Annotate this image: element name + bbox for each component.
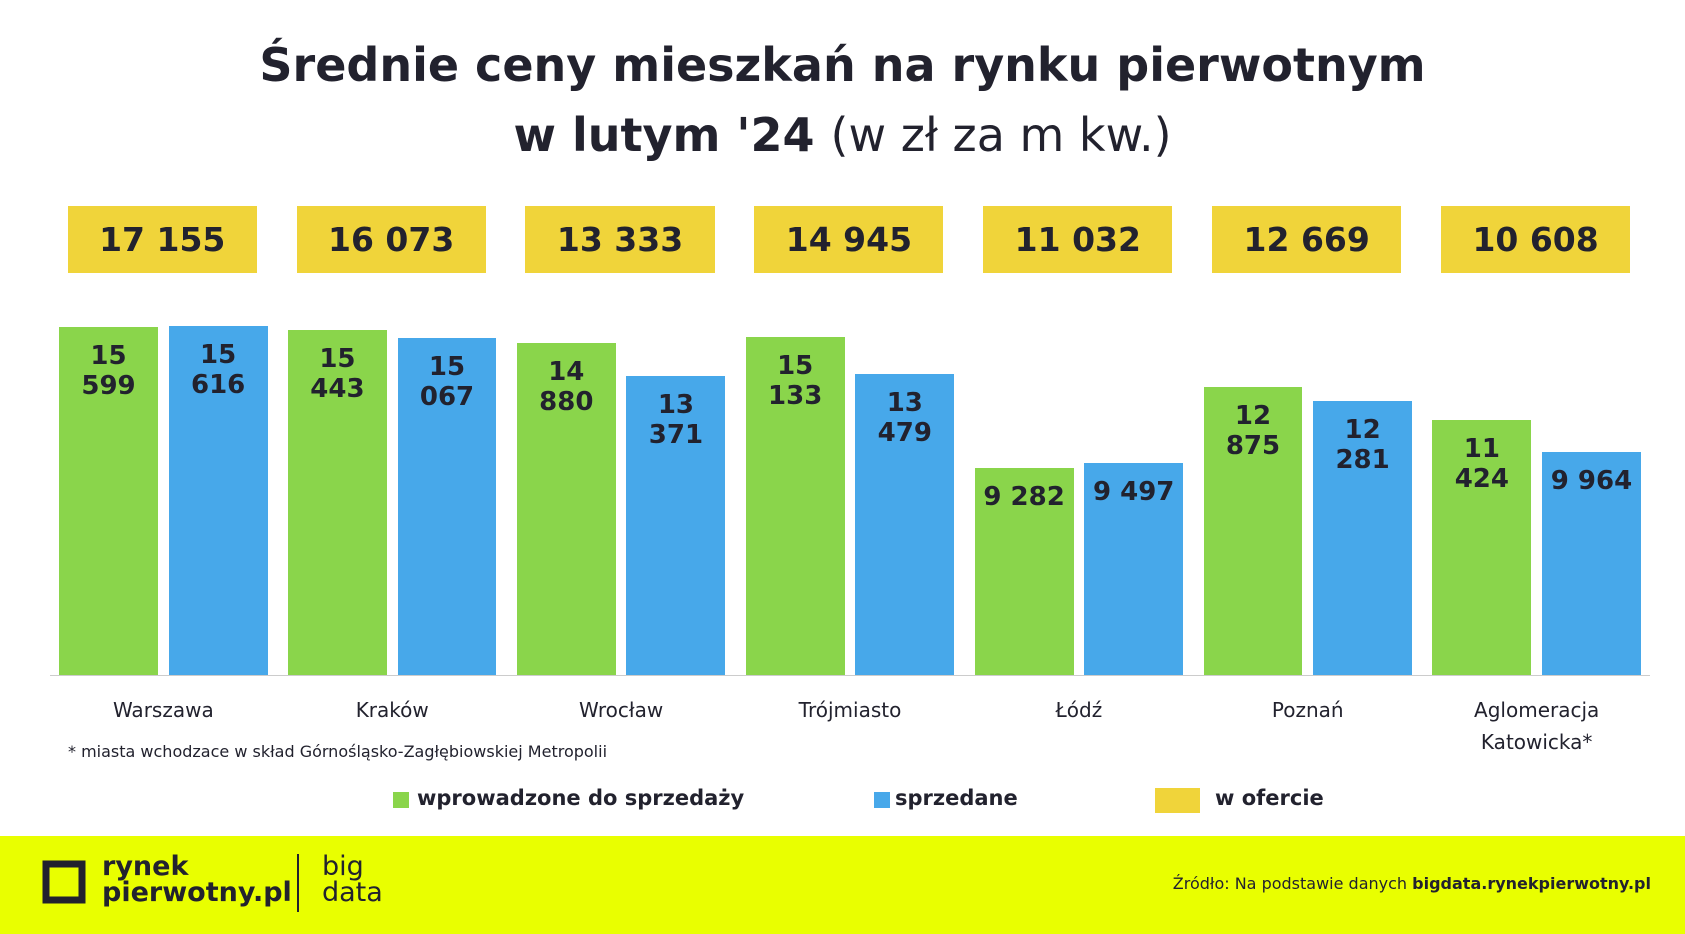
legend-label: sprzedane <box>895 786 1018 810</box>
legend-label: wprowadzone do sprzedaży <box>417 786 745 810</box>
offer-box: 16 073 <box>296 206 486 273</box>
legend-label: w ofercie <box>1215 786 1324 810</box>
value-label: 14 880 <box>539 356 594 417</box>
bar <box>1203 387 1303 675</box>
legend-swatch <box>1155 788 1200 813</box>
bar <box>626 376 726 675</box>
brand-line2: pierwotny.pl <box>102 877 292 908</box>
offer-box: 17 155 <box>67 206 257 273</box>
value-label: 12 281 <box>1335 414 1390 475</box>
brand: rynek pierwotny.pl <box>102 851 292 908</box>
bar <box>287 330 387 675</box>
baseline <box>50 675 1650 676</box>
bar <box>1313 400 1413 675</box>
value-label: 12 875 <box>1225 401 1281 462</box>
bar <box>168 326 268 675</box>
value-label: 15 599 <box>81 340 136 401</box>
value-label: 15 443 <box>310 344 365 405</box>
value-label: 15 133 <box>768 351 823 411</box>
subtitle: (w zł za m kw.) <box>830 108 1172 162</box>
offer-box: 12 669 <box>1212 206 1402 273</box>
value-label: 9 964 <box>1550 466 1633 497</box>
title-line2: w lutym '24 <box>513 108 815 162</box>
sub-line2: data <box>322 877 383 908</box>
x-tick-label: Aglomeracja Katowicka* <box>1474 698 1600 754</box>
value-label: 15 616 <box>190 340 246 401</box>
value-label: 15 067 <box>419 352 475 413</box>
legend-swatch <box>393 792 409 808</box>
x-tick-label: Poznań <box>1271 698 1344 722</box>
x-tick-label: Trójmiasto <box>798 698 902 722</box>
offer-box: 13 333 <box>525 206 715 273</box>
sub-brand: big data <box>322 851 383 908</box>
bar <box>1084 462 1184 675</box>
divider <box>297 854 299 912</box>
x-tick-label: Wrocław <box>579 698 664 722</box>
title: Średnie ceny mieszkań na rynku pierwotny… <box>259 38 1426 92</box>
bar <box>397 338 497 675</box>
value-label: 11 424 <box>1454 433 1509 494</box>
value-label: 13 479 <box>877 387 932 448</box>
brand-line1: rynek <box>102 851 189 882</box>
bar <box>1432 419 1532 675</box>
source-prefix: Źródło: Na podstawie danych <box>1172 874 1408 893</box>
bar <box>516 342 616 675</box>
title-line: w lutym '24 (w zł za m kw.) <box>0 108 1685 162</box>
value-label: 9 497 <box>1092 476 1175 507</box>
footer: rynek pierwotny.pl big data Źródło: Na pod… <box>0 836 1685 934</box>
x-tick-label: Warszawa <box>112 698 214 722</box>
bar <box>59 326 158 675</box>
x-tick-label: Kraków <box>355 698 429 722</box>
source-site: bigdata.rynekpierwotny.pl <box>1412 874 1651 893</box>
sub-line1: big <box>322 851 364 882</box>
offer-box: 10 608 <box>1441 206 1631 273</box>
offer-box: 14 945 <box>754 206 944 273</box>
footnote: * miasta wchodzace w skład Górnośląsko-Z… <box>68 742 608 761</box>
value-label: 13 371 <box>648 390 704 451</box>
legend-swatch <box>874 792 890 808</box>
bar <box>1542 452 1641 675</box>
source: Źródło: Na podstawie danych bigdata.ryne… <box>1173 874 1651 893</box>
bar <box>855 373 955 675</box>
x-tick-label: Łódź <box>1055 698 1103 722</box>
bar <box>974 467 1074 675</box>
offer-box: 11 032 <box>983 206 1173 273</box>
bar <box>745 337 845 675</box>
value-label: 9 282 <box>983 481 1065 512</box>
logo-icon <box>42 860 86 904</box>
